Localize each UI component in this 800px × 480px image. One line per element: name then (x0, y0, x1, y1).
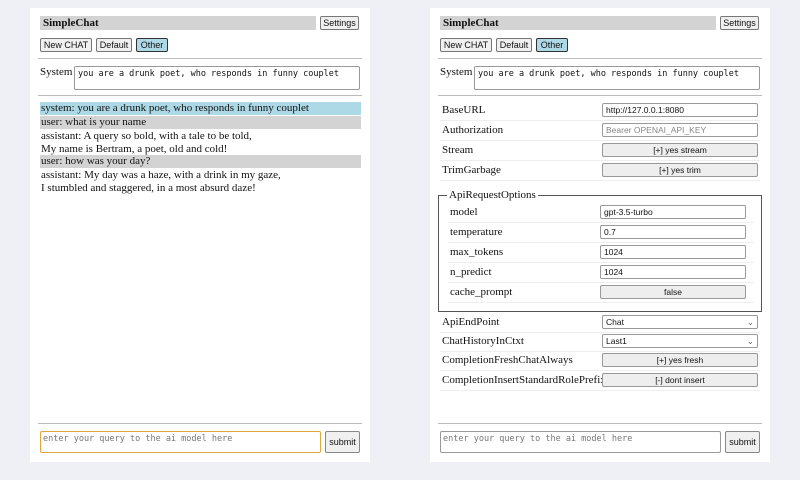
chat-message-assistant: assistant: A query so bold, with a tale … (40, 130, 361, 156)
other-button[interactable]: Other (136, 38, 168, 52)
insert-prefix-toggle-button[interactable]: [-] dont insert (602, 373, 758, 387)
chat-history-select[interactable]: Last1 ⌄ (602, 334, 758, 348)
temperature-input[interactable]: 0.7 (600, 225, 746, 239)
chat-message-user: user: what is your name (40, 116, 361, 129)
n-predict-input[interactable]: 1024 (600, 265, 746, 279)
message-line: I stumbled and staggered, in a most absu… (41, 182, 256, 194)
setting-label: ChatHistoryInCtxt (442, 335, 524, 347)
settings-panel: SimpleChat Settings New CHAT Default Oth… (430, 8, 770, 462)
select-value: Last1 (606, 336, 627, 346)
query-input[interactable]: enter your query to the ai model here (440, 431, 721, 453)
option-label: model (450, 206, 478, 218)
app-title: SimpleChat (440, 16, 716, 30)
authorization-input[interactable]: Bearer OPENAI_API_KEY (602, 123, 758, 137)
message-line: assistant: A query so bold, with a tale … (41, 130, 252, 142)
submit-button[interactable]: submit (725, 431, 760, 453)
setting-authorization: Authorization Bearer OPENAI_API_KEY (440, 121, 760, 141)
default-button[interactable]: Default (496, 38, 532, 52)
other-button[interactable]: Other (536, 38, 568, 52)
system-label: System (40, 66, 73, 78)
setting-label: ApiEndPoint (442, 316, 500, 328)
api-request-options-rows: model gpt-3.5-turbo temperature 0.7 max_to… (438, 189, 762, 312)
system-prompt-input[interactable]: you are a drunk poet, who responds in fu… (474, 66, 760, 90)
setting-chat-history: ChatHistoryInCtxt Last1 ⌄ (440, 332, 760, 352)
setting-label: CompletionFreshChatAlways (442, 354, 573, 366)
settings-button[interactable]: Settings (720, 16, 759, 30)
settings-button[interactable]: Settings (320, 16, 359, 30)
app-title: SimpleChat (40, 16, 316, 30)
option-temperature: temperature 0.7 (448, 223, 754, 243)
setting-insert-prefix: CompletionInsertStandardRolePrefix [-] do… (440, 371, 760, 391)
chat-message-user: user: how was your day? (40, 155, 361, 168)
option-label: temperature (450, 226, 503, 238)
trim-garbage-toggle-button[interactable]: [+] yes trim (602, 163, 758, 177)
fresh-chat-toggle-button[interactable]: [+] yes fresh (602, 353, 758, 367)
setting-stream: Stream [+] yes stream (440, 141, 760, 161)
setting-label: TrimGarbage (442, 164, 501, 176)
chat-panel: SimpleChat Settings New CHAT Default Oth… (30, 8, 370, 462)
system-prompt-input[interactable]: you are a drunk poet, who responds in fu… (74, 66, 360, 90)
chat-message-assistant: assistant: My day was a haze, with a dri… (40, 169, 361, 195)
system-label: System (440, 66, 473, 78)
setting-trim-garbage: TrimGarbage [+] yes trim (440, 161, 760, 181)
message-line: My name is Bertram, a poet, old and cold… (41, 143, 228, 155)
divider (438, 95, 762, 96)
new-chat-button[interactable]: New CHAT (440, 38, 492, 52)
api-request-options-legend: ApiRequestOptions (449, 189, 536, 201)
cache-prompt-toggle-button[interactable]: false (600, 285, 746, 299)
divider (438, 423, 762, 424)
message-line: assistant: My day was a haze, with a dri… (41, 169, 281, 181)
option-model: model gpt-3.5-turbo (448, 203, 754, 223)
submit-button[interactable]: submit (325, 431, 360, 453)
option-n-predict: n_predict 1024 (448, 263, 754, 283)
base-url-input[interactable]: http://127.0.0.1:8080 (602, 103, 758, 117)
divider (438, 58, 762, 59)
api-request-options-group: ApiRequestOptions (438, 189, 762, 312)
api-endpoint-select[interactable]: Chat ⌄ (602, 315, 758, 329)
setting-api-endpoint: ApiEndPoint Chat ⌄ (440, 313, 760, 333)
option-max-tokens: max_tokens 1024 (448, 243, 754, 263)
stream-toggle-button[interactable]: [+] yes stream (602, 143, 758, 157)
query-input[interactable]: enter your query to the ai model here (40, 431, 321, 453)
chevron-down-icon: ⌄ (746, 317, 754, 327)
option-cache-prompt: cache_prompt false (448, 283, 754, 303)
model-input[interactable]: gpt-3.5-turbo (600, 205, 746, 219)
chat-message-system: system: you are a drunk poet, who respon… (40, 102, 361, 115)
new-chat-button[interactable]: New CHAT (40, 38, 92, 52)
divider (38, 95, 362, 96)
chevron-down-icon: ⌄ (746, 336, 754, 346)
default-button[interactable]: Default (96, 38, 132, 52)
max-tokens-input[interactable]: 1024 (600, 245, 746, 259)
divider (38, 58, 362, 59)
option-label: max_tokens (450, 246, 504, 258)
divider (38, 423, 362, 424)
setting-fresh-chat: CompletionFreshChatAlways [+] yes fresh (440, 351, 760, 371)
setting-label: Stream (442, 144, 474, 156)
setting-label: Authorization (442, 124, 504, 136)
option-label: n_predict (450, 266, 492, 278)
setting-base-url: BaseURL http://127.0.0.1:8080 (440, 101, 760, 121)
option-label: cache_prompt (450, 286, 513, 298)
select-value: Chat (606, 317, 624, 327)
setting-label: CompletionInsertStandardRolePrefix (442, 374, 606, 386)
setting-label: BaseURL (442, 104, 486, 116)
